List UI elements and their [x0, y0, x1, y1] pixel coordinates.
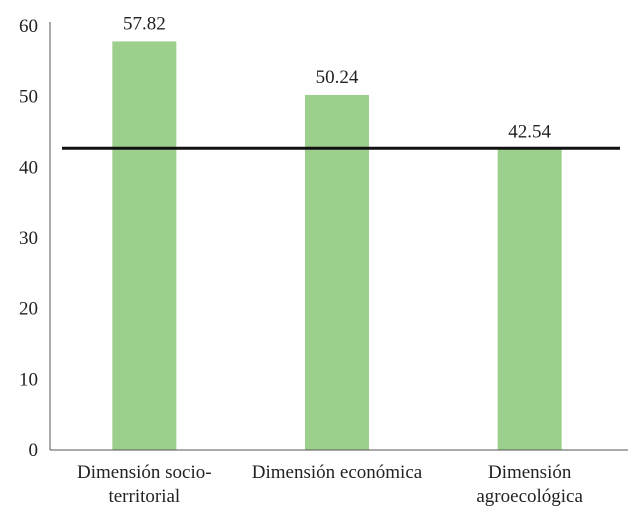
x-category-label-line: Dimensión socio-: [77, 462, 212, 483]
bar: [305, 94, 369, 450]
y-tick-label: 0: [29, 440, 39, 461]
category-labels-group: Dimensión socio-territorial Dimensión eco…: [77, 462, 583, 507]
x-category-label-line: Dimensión económica: [252, 462, 423, 483]
y-tick-label: 30: [19, 228, 38, 249]
y-tick-label: 20: [19, 299, 38, 320]
x-category-label: Dimensión agroecológica: [476, 462, 583, 507]
x-category-label-line: agroecológica: [476, 486, 583, 507]
bar-value-label: 57.82: [123, 13, 166, 34]
y-axis-ticks: 0 10 20 30 40 50 60: [19, 16, 38, 461]
y-tick-label: 50: [19, 87, 38, 108]
y-tick-label: 40: [19, 157, 38, 178]
value-labels-group: 57.82 50.24 42.54: [123, 13, 552, 142]
bar: [112, 41, 177, 450]
x-category-label-line: Dimensión: [488, 462, 572, 483]
x-category-label: Dimensión económica: [252, 462, 423, 483]
axes-group: [49, 22, 628, 451]
y-tick-label: 10: [19, 369, 38, 390]
bar-value-label: 42.54: [508, 121, 551, 142]
bars-group: [112, 41, 562, 450]
bar: [497, 149, 562, 450]
x-category-label: Dimensión socio-territorial: [77, 462, 212, 507]
x-category-label-line: territorial: [108, 486, 180, 507]
bar-value-label: 50.24: [316, 67, 359, 88]
y-tick-label: 60: [19, 16, 38, 37]
